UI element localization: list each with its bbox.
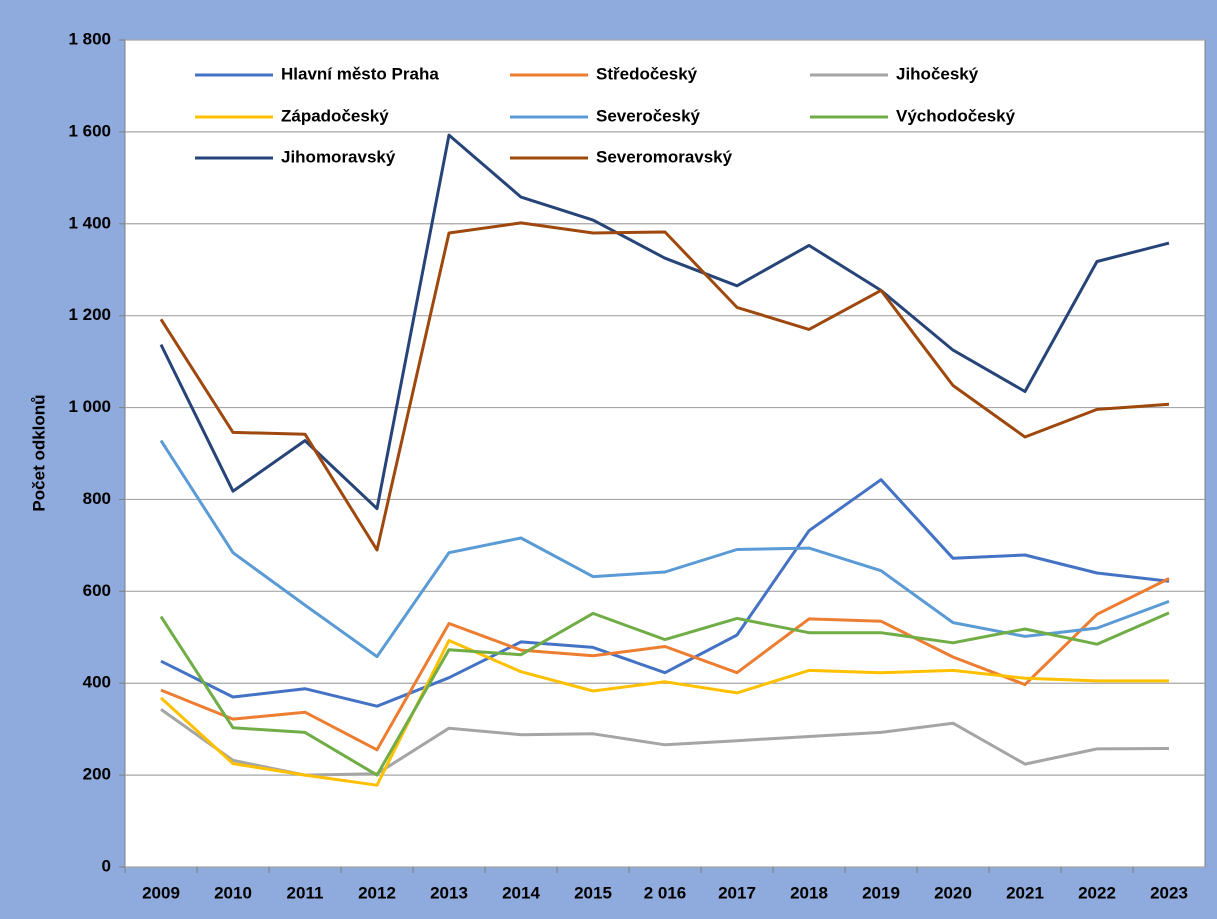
y-tick-label: 1 600	[68, 121, 111, 140]
legend-label: Středočeský	[596, 64, 698, 83]
y-tick-label: 1 800	[68, 29, 111, 48]
series-line	[159, 639, 1169, 787]
legend-label: Severočeský	[596, 106, 701, 125]
series-line	[160, 478, 1170, 708]
x-tick-label: 2015	[574, 883, 612, 902]
legend-label: Západočeský	[281, 106, 389, 125]
x-tick-label: 2022	[1078, 883, 1116, 902]
series-line	[159, 133, 1170, 511]
y-tick-label: 400	[83, 673, 111, 692]
y-tick-label: 800	[83, 489, 111, 508]
y-tick-label: 1 000	[68, 397, 111, 416]
y-axis-label: Počet odklonů	[29, 394, 48, 511]
y-tick-label: 1 400	[68, 213, 111, 232]
y-tick-label: 600	[83, 581, 111, 600]
x-tick-label: 2 016	[644, 883, 687, 902]
x-tick-label: 2017	[718, 883, 756, 902]
legend-label: Severomoravský	[596, 147, 733, 166]
x-tick-label: 2009	[142, 883, 180, 902]
x-tick-label: 2023	[1150, 883, 1188, 902]
plot-area	[124, 39, 1206, 868]
series-line	[159, 611, 1170, 777]
x-tick-label: 2014	[502, 883, 540, 902]
series-line	[160, 708, 1170, 777]
x-tick-label: 2019	[862, 883, 900, 902]
x-tick-label: 2018	[790, 883, 828, 902]
legend-label: Jihočeský	[896, 64, 979, 83]
x-tick-label: 2021	[1006, 883, 1044, 902]
legend-label: Hlavní město Praha	[281, 64, 439, 83]
y-tick-label: 0	[102, 856, 111, 875]
y-tick-label: 200	[83, 765, 111, 784]
y-tick-label: 1 200	[68, 305, 111, 324]
legend-label: Východočeský	[896, 106, 1016, 125]
x-tick-label: 2011	[287, 883, 324, 902]
x-tick-label: 2010	[214, 883, 252, 902]
series-line	[159, 439, 1170, 659]
x-tick-label: 2013	[430, 883, 468, 902]
x-tick-label: 2020	[934, 883, 972, 902]
x-tick-label: 2012	[358, 883, 396, 902]
series-line	[159, 221, 1170, 552]
legend-label: Jihomoravský	[281, 147, 396, 166]
